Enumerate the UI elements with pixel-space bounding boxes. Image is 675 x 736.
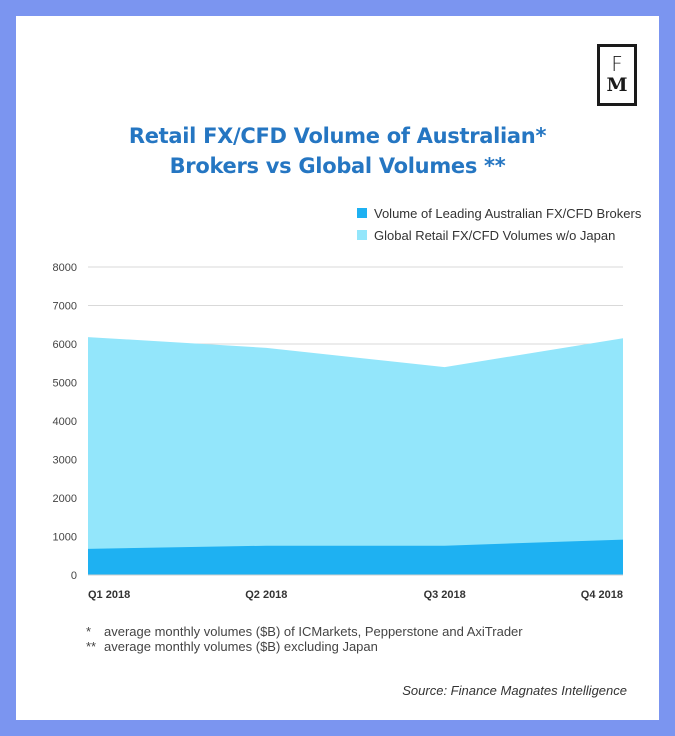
legend-item-global: Global Retail FX/CFD Volumes w/o Japan: [357, 224, 641, 246]
x-tick-label-2: Q2 2018: [245, 589, 287, 601]
area-chart: 0 1000 2000 3000 4000 5000 6000 7000 8000 Q1 2018…: [53, 262, 623, 601]
legend-item-australian: Volume of Leading Australian FX/CFD Brok…: [357, 202, 641, 224]
footnote-2-mark: **: [86, 639, 97, 654]
chart-legend: Volume of Leading Australian FX/CFD Brok…: [357, 202, 641, 246]
legend-swatch-australian: [357, 208, 367, 218]
chart-card: F M Retail FX/CFD Volume of Australian* …: [16, 16, 659, 720]
legend-label-global: Global Retail FX/CFD Volumes w/o Japan: [374, 227, 616, 243]
footnote-2: ** average monthly volumes ($B) excludin…: [86, 639, 523, 654]
chart-title-line-1: Retail FX/CFD Volume of Australian*: [128, 124, 547, 148]
source-note: Source: Finance Magnates Intelligence: [402, 683, 627, 698]
chart-title: Retail FX/CFD Volume of Australian* Brok…: [56, 121, 619, 181]
logo-letter-f: F: [611, 52, 623, 76]
footnote-1-mark: *: [86, 624, 92, 639]
legend-label-australian: Volume of Leading Australian FX/CFD Brok…: [374, 205, 642, 221]
y-tick-label-3000: 3000: [53, 455, 77, 467]
fm-logo: F M: [597, 44, 637, 106]
y-tick-label-1000: 1000: [53, 532, 77, 544]
area-global-volumes: [88, 337, 623, 575]
x-tick-label-1: Q1 2018: [88, 589, 130, 601]
y-tick-label-7000: 7000: [53, 301, 77, 313]
footnote-2-text: average monthly volumes ($B) excluding J…: [104, 639, 378, 654]
chart-title-line-2: Brokers vs Global Volumes **: [169, 154, 506, 178]
area-australian-volumes: [88, 539, 623, 575]
y-tick-label-0: 0: [71, 570, 77, 582]
footnote-1-text: average monthly volumes ($B) of ICMarket…: [104, 624, 523, 639]
y-tick-label-8000: 8000: [53, 262, 77, 274]
legend-swatch-global: [357, 230, 367, 240]
y-tick-label-6000: 6000: [53, 339, 77, 351]
x-tick-label-3: Q3 2018: [424, 589, 466, 601]
footnote-1: * average monthly volumes ($B) of ICMark…: [86, 624, 523, 639]
y-tick-label-4000: 4000: [53, 416, 77, 428]
y-tick-label-2000: 2000: [53, 493, 77, 505]
logo-letter-m: M: [606, 74, 628, 96]
x-tick-label-4: Q4 2018: [581, 589, 623, 601]
footnotes: * average monthly volumes ($B) of ICMark…: [86, 624, 523, 654]
y-tick-label-5000: 5000: [53, 378, 77, 390]
